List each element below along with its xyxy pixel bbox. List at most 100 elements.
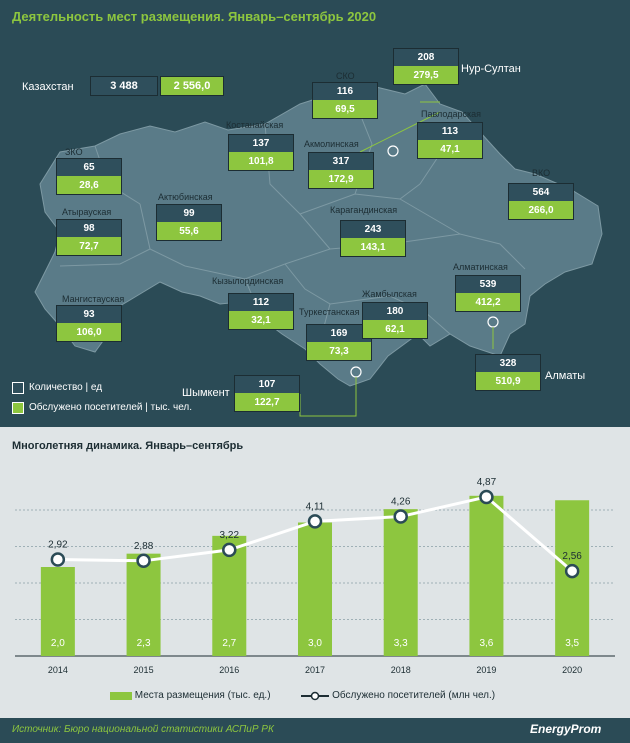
region-box-aktobe: 99 55,6 (156, 204, 222, 241)
line-label: 4,87 (477, 477, 497, 488)
region-box-vko: 564 266,0 (508, 183, 574, 220)
legend-count-swatch (12, 382, 24, 394)
line-label: 4,11 (306, 501, 325, 512)
region-served: 73,3 (307, 343, 371, 360)
line-label: 2,88 (134, 541, 154, 552)
region-served: 72,7 (57, 238, 121, 255)
bar-label: 3,0 (308, 638, 322, 649)
page-title: Деятельность мест размещения. Январь–сен… (0, 0, 630, 34)
region-label-almaty-region: Алматинская (453, 262, 508, 272)
line-point (136, 553, 151, 569)
region-label-zko: ЗКО (65, 147, 83, 157)
kazakhstan-label: Казахстан (22, 81, 74, 93)
region-count: 180 (363, 303, 427, 321)
region-served: 69,5 (313, 101, 377, 118)
bar-label: 2,3 (137, 638, 151, 649)
bar-label: 2,7 (222, 638, 236, 649)
region-box-akmola: 317 172,9 (308, 152, 374, 189)
bar-label: 2,0 (51, 638, 65, 649)
region-served: 266,0 (509, 202, 573, 219)
bar (126, 553, 161, 656)
bar (383, 509, 418, 656)
region-label-akmola: Акмолинская (304, 139, 359, 149)
x-tick-label: 2018 (391, 665, 411, 675)
line-label: 2,92 (48, 540, 68, 551)
legend-line-label: Обслужено посетителей (млн чел.) (332, 690, 496, 701)
region-label-mangistau: Мангистауская (62, 294, 125, 304)
region-count: 98 (57, 220, 121, 238)
chart-legend: Места размещения (тыс. ед.) Обслужено по… (110, 690, 495, 701)
line-point (564, 563, 580, 579)
region-served: 55,6 (157, 223, 221, 240)
region-box-kostanay: 137 101,8 (228, 134, 294, 171)
region-count: 243 (341, 221, 405, 239)
region-served: 101,8 (229, 153, 293, 170)
region-served: 412,2 (456, 294, 520, 311)
chart-bar-labels: 2,0 2,3 2,7 3,0 3,3 3,6 3,5 (51, 638, 580, 649)
city-label-nur-sultan: Нур-Султан (461, 63, 521, 75)
source-note: Источник: Бюро национальной статистики А… (12, 724, 274, 735)
region-box-atyrau: 98 72,7 (56, 219, 122, 256)
region-count: 169 (307, 325, 371, 343)
x-tick-label: 2017 (305, 665, 325, 675)
region-box-zko: 65 28,6 (56, 158, 122, 195)
region-served: 62,1 (363, 321, 427, 338)
region-box-turkestan: 169 73,3 (306, 324, 372, 361)
x-tick-label: 2019 (476, 665, 496, 675)
region-label-karaganda: Карагандинская (330, 205, 398, 215)
bar (469, 495, 504, 656)
region-served: 510,9 (476, 373, 540, 390)
region-box-almaty-city: 328 510,9 (475, 354, 541, 391)
region-label-vko: ВКО (532, 168, 551, 178)
region-label-atyrau: Атырауская (62, 207, 112, 217)
x-tick-label: 2016 (219, 665, 239, 675)
bar-label: 3,5 (565, 638, 579, 649)
line-label: 2,56 (562, 551, 582, 562)
map-panel: Казахстан 3 488 2 556,0 ЗКО 65 28,6 Атыр… (0, 34, 630, 427)
region-label-pavlodar: Павлодарская (421, 109, 481, 119)
chart-title: Многолетняя динамика. Январь–сентябрь (12, 440, 244, 452)
bar-label: 3,6 (479, 638, 493, 649)
bar (298, 522, 332, 656)
region-served: 47,1 (418, 141, 482, 158)
region-label-kyzylorda: Кызылординская (212, 276, 284, 286)
legend-count-label: Количество | ед (29, 382, 103, 393)
brand-logo: EnergyProm (530, 722, 602, 736)
region-box-almaty-region: 539 412,2 (455, 275, 521, 312)
region-count: 107 (235, 376, 299, 394)
region-count: 317 (309, 153, 373, 171)
footer-bar (0, 718, 630, 743)
region-served: 172,9 (309, 171, 373, 188)
region-label-zhambyl: Жамбылская (362, 289, 417, 299)
chart-bars (40, 495, 590, 656)
region-served: 122,7 (235, 394, 299, 411)
region-box-mangistau: 93 106,0 (56, 305, 122, 342)
kazakhstan-served: 2 556,0 (160, 76, 224, 96)
region-served: 106,0 (57, 324, 121, 341)
chart-line: 2,92 2,88 3,22 4,11 4,26 4,87 2,56 (48, 477, 582, 579)
region-count: 137 (229, 135, 293, 153)
region-count: 113 (418, 123, 482, 141)
region-served: 279,5 (394, 67, 458, 84)
x-tick-label: 2020 (562, 665, 582, 675)
region-label-sko: СКО (336, 71, 355, 81)
line-point (393, 509, 408, 524)
region-label-turkestan: Туркестанская (299, 307, 360, 317)
line-point (222, 542, 237, 558)
chart-x-ticks: 2014 2015 2016 2017 2018 2019 2020 (48, 665, 582, 675)
region-count: 99 (157, 205, 221, 223)
kazakhstan-count: 3 488 (90, 76, 158, 96)
region-served: 143,1 (341, 239, 405, 256)
legend-bars-label: Места размещения (тыс. ед.) (134, 690, 271, 701)
region-count: 65 (57, 159, 121, 177)
region-label-kostanay: Костанайская (226, 120, 284, 130)
region-count: 112 (229, 294, 293, 312)
region-box-shymkent: 107 122,7 (234, 375, 300, 412)
region-box-pavlodar: 113 47,1 (417, 122, 483, 159)
bar (40, 567, 75, 656)
line-point (479, 489, 494, 505)
region-box-karaganda: 243 143,1 (340, 220, 406, 257)
region-count: 116 (313, 83, 377, 101)
region-box-nur-sultan: 208 279,5 (393, 48, 459, 85)
region-count: 328 (476, 355, 540, 373)
